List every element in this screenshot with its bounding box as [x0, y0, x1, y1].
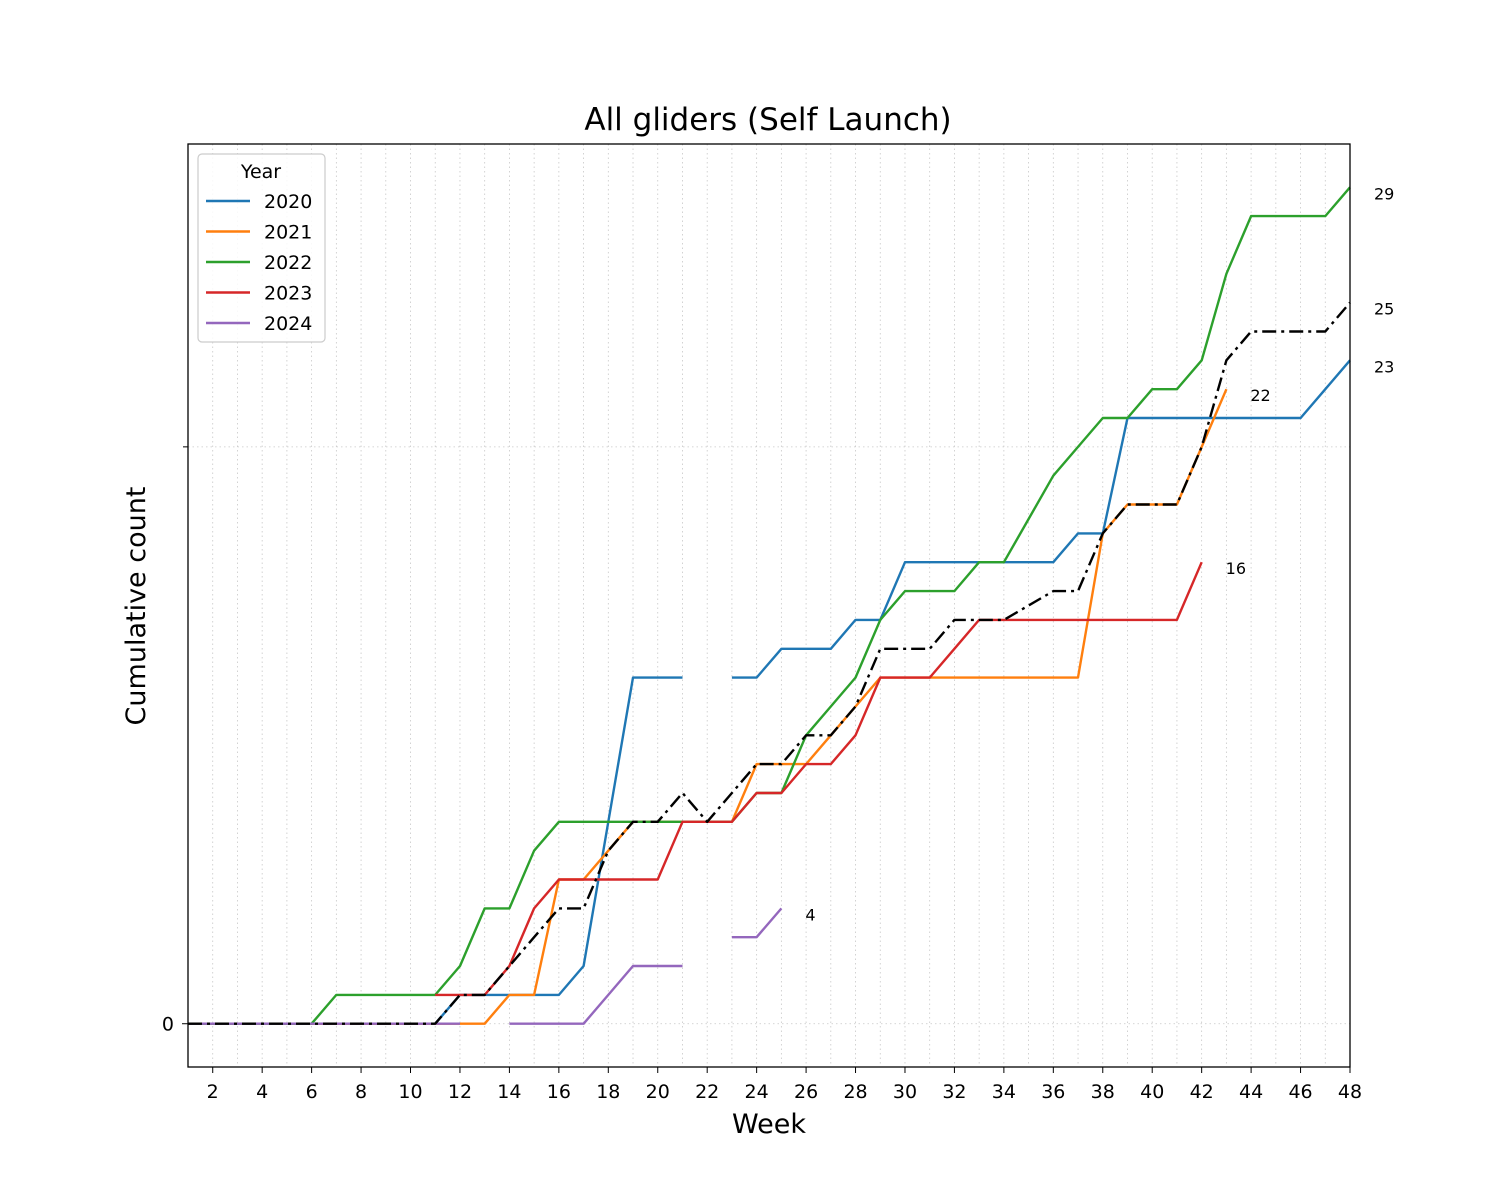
series-2023: [435, 561, 1203, 997]
x-tick-label: 40: [1140, 1081, 1164, 1103]
legend-entry: 2021: [264, 222, 312, 244]
y-axis: 0: [162, 446, 188, 1036]
x-tick-label: 24: [745, 1081, 769, 1103]
chart-title: All gliders (Self Launch): [584, 102, 951, 138]
x-tick-label: 28: [843, 1081, 867, 1103]
grid-lines: [188, 144, 1350, 1067]
x-tick-label: 22: [695, 1081, 719, 1103]
legend-title: Year: [240, 161, 281, 183]
x-tick-label: 14: [497, 1081, 521, 1103]
x-tick-label: 32: [942, 1081, 966, 1103]
x-tick-label: 34: [992, 1081, 1016, 1103]
end-label: 29: [1374, 184, 1394, 203]
end-label: 22: [1250, 386, 1270, 405]
x-tick-label: 48: [1338, 1081, 1362, 1103]
y-tick-label: 0: [162, 1014, 174, 1036]
x-tick-label: 6: [306, 1081, 318, 1103]
series-average: [188, 301, 1351, 1025]
series-line: [188, 301, 1351, 1025]
x-tick-label: 38: [1091, 1081, 1115, 1103]
end-labels: 23 22 29 16 4 25: [805, 184, 1394, 924]
x-tick-label: 4: [256, 1081, 268, 1103]
end-label: 23: [1374, 357, 1394, 376]
x-tick-label: 26: [794, 1081, 818, 1103]
x-tick-label: 12: [448, 1081, 472, 1103]
plot-frame: [187, 143, 1351, 1068]
x-axis: 2 4 6 8 10 12 14 16 18 20 22 24 26 28 30 32 34 36 38 40 42 44…: [207, 1067, 1362, 1103]
series-line: [731, 359, 1351, 679]
y-axis-label: Cumulative count: [121, 487, 152, 726]
x-tick-label: 2: [207, 1081, 219, 1103]
series-layer: [188, 186, 1351, 1025]
x-tick-label: 18: [596, 1081, 620, 1103]
end-label: 25: [1374, 300, 1394, 319]
series-line: [435, 561, 1203, 997]
x-tick-label: 44: [1239, 1081, 1263, 1103]
legend: Year 2020 2021 2022 2023 2024: [197, 153, 326, 343]
series-line: [509, 964, 683, 1025]
end-label: 4: [805, 905, 815, 924]
x-axis-label: Week: [732, 1109, 806, 1140]
x-tick-label: 36: [1041, 1081, 1065, 1103]
x-tick-label: 46: [1288, 1081, 1312, 1103]
legend-entry: 2024: [264, 313, 312, 335]
x-tick-label: 20: [646, 1081, 670, 1103]
legend-entry: 2020: [264, 191, 312, 213]
x-tick-label: 16: [547, 1081, 571, 1103]
series-line: [731, 907, 783, 939]
x-tick-label: 10: [398, 1081, 422, 1103]
legend-entry: 2022: [264, 252, 312, 274]
x-tick-label: 30: [893, 1081, 917, 1103]
end-label: 16: [1226, 559, 1246, 578]
legend-entry: 2023: [264, 283, 312, 305]
x-tick-label: 8: [355, 1081, 367, 1103]
x-tick-label: 42: [1190, 1081, 1214, 1103]
